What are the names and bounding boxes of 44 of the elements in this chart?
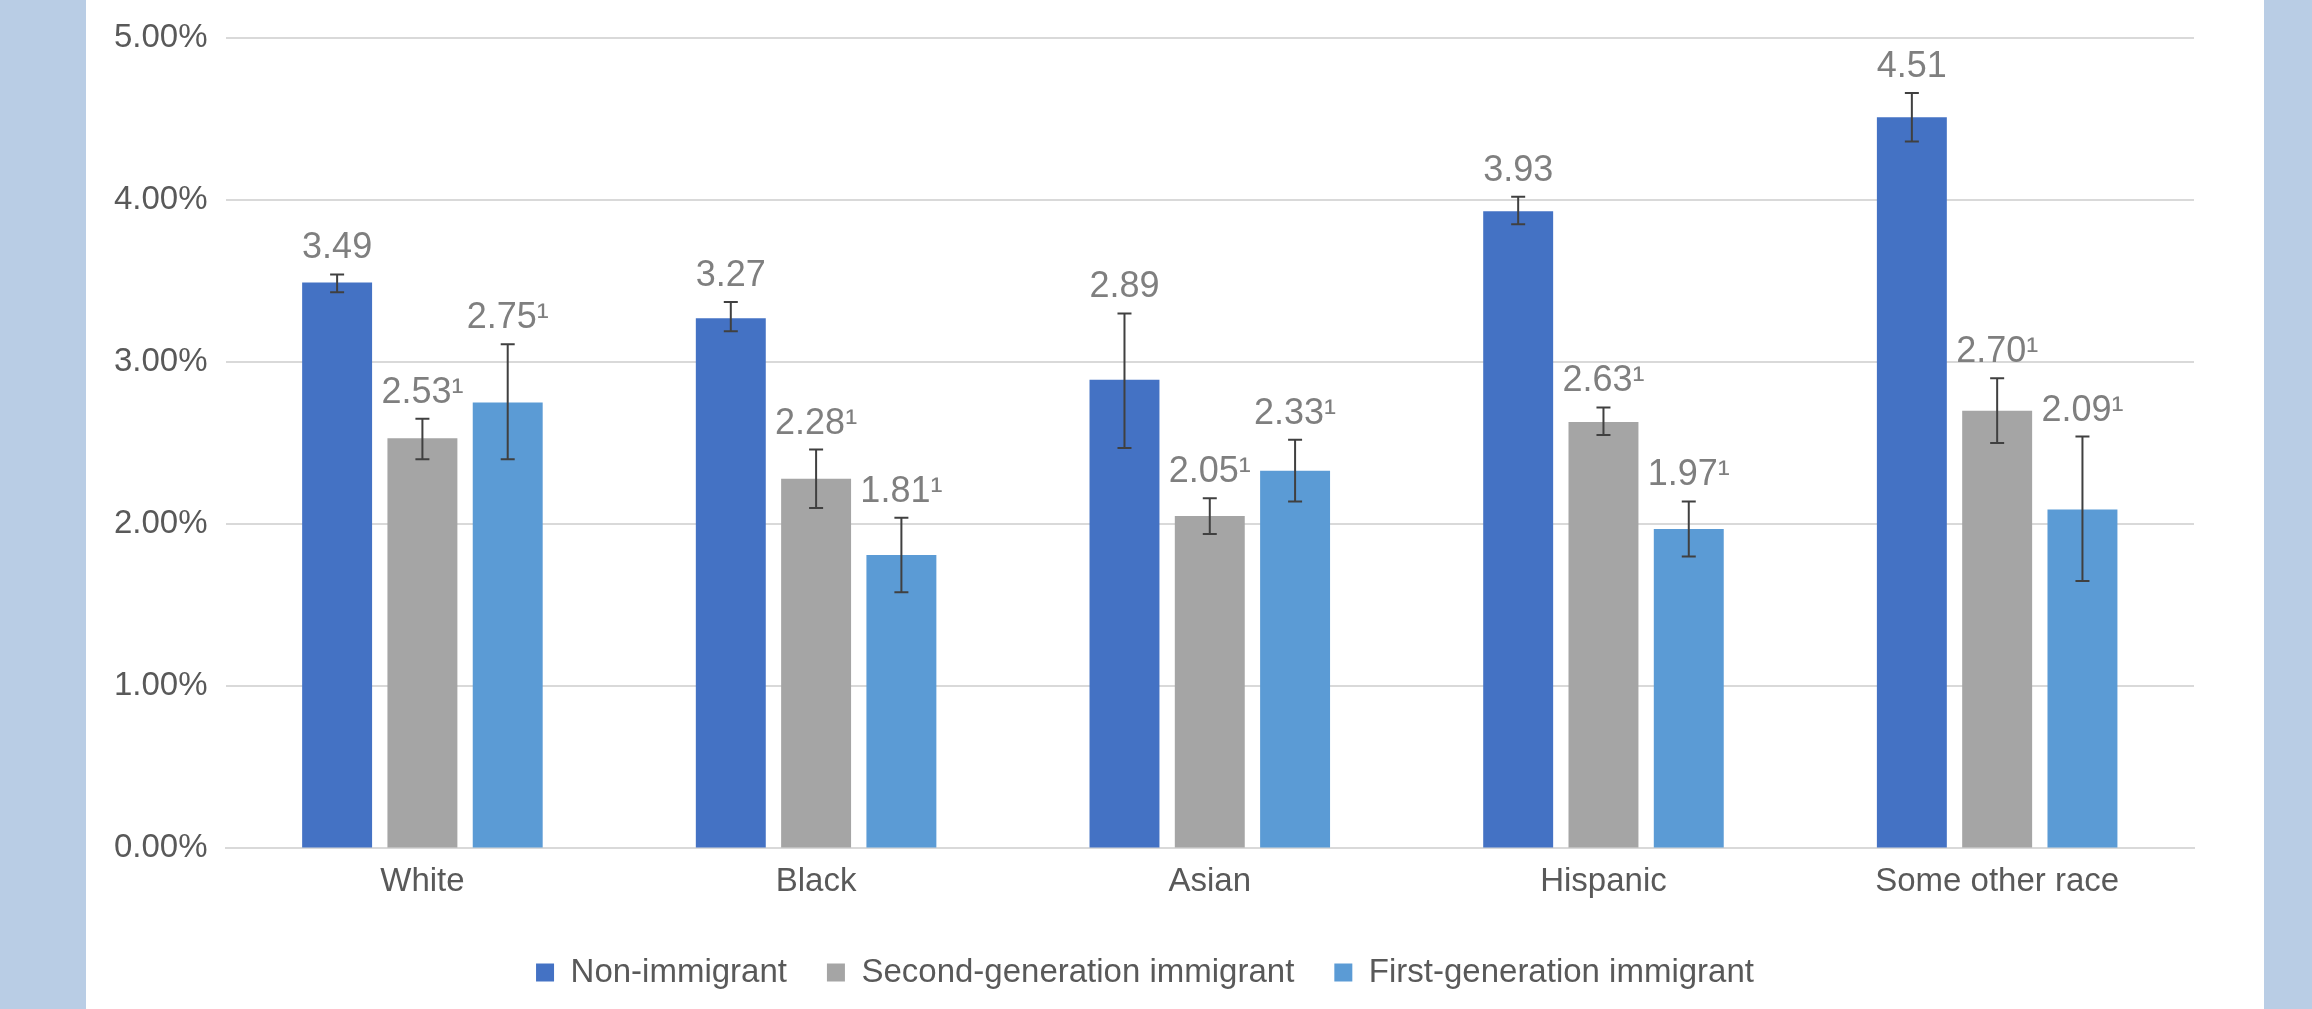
- x-tick-label: Black: [775, 861, 857, 899]
- y-tick-label: 2.00%: [113, 503, 208, 541]
- y-tick-label: 3.00%: [113, 341, 208, 379]
- x-tick-label: Asian: [1168, 861, 1252, 899]
- y-tick-label: 0.00%: [113, 827, 208, 865]
- data-label: 1.97¹: [1647, 452, 1730, 494]
- bar: [1174, 516, 1245, 848]
- x-tick-label: White: [380, 861, 465, 899]
- bar: [1483, 211, 1554, 848]
- data-label: 2.63¹: [1562, 358, 1645, 400]
- y-tick-label: 4.00%: [113, 179, 208, 217]
- data-label: 2.33¹: [1254, 390, 1337, 432]
- legend-label: First-generation immigrant: [1368, 951, 1754, 989]
- data-label: 2.70¹: [1956, 329, 2039, 371]
- bar: [302, 282, 373, 848]
- x-tick-label: Some other race: [1875, 861, 2120, 899]
- legend-label: Second-generation immigrant: [861, 951, 1295, 989]
- data-label: 2.53¹: [381, 369, 464, 411]
- bar: [1568, 422, 1639, 848]
- data-label: 2.05¹: [1168, 449, 1251, 491]
- bar: [1089, 379, 1160, 848]
- bar: [1653, 529, 1724, 848]
- data-label: 1.81¹: [860, 468, 943, 510]
- bar: [1260, 470, 1331, 848]
- data-label: 2.75¹: [466, 295, 549, 337]
- y-tick-label: 1.00%: [113, 665, 208, 703]
- bar: [387, 438, 458, 848]
- data-label: 2.89: [1089, 264, 1160, 306]
- bar: [866, 554, 937, 848]
- data-label: 4.51: [1876, 43, 1947, 85]
- data-label: 3.93: [1483, 147, 1554, 189]
- bar: [2047, 509, 2118, 848]
- data-label: 3.27: [695, 252, 766, 294]
- legend-label: Non-immigrant: [570, 951, 787, 989]
- data-label: 2.28¹: [775, 400, 858, 442]
- bar: [1962, 410, 2033, 848]
- data-label: 2.09¹: [2041, 387, 2124, 429]
- bar: [781, 478, 852, 848]
- bar: [472, 402, 543, 848]
- y-tick-label: 5.00%: [113, 16, 208, 54]
- bar: [695, 318, 766, 848]
- data-label: 3.49: [302, 225, 373, 267]
- x-tick-label: Hispanic: [1540, 861, 1667, 899]
- bar: [1876, 117, 1947, 848]
